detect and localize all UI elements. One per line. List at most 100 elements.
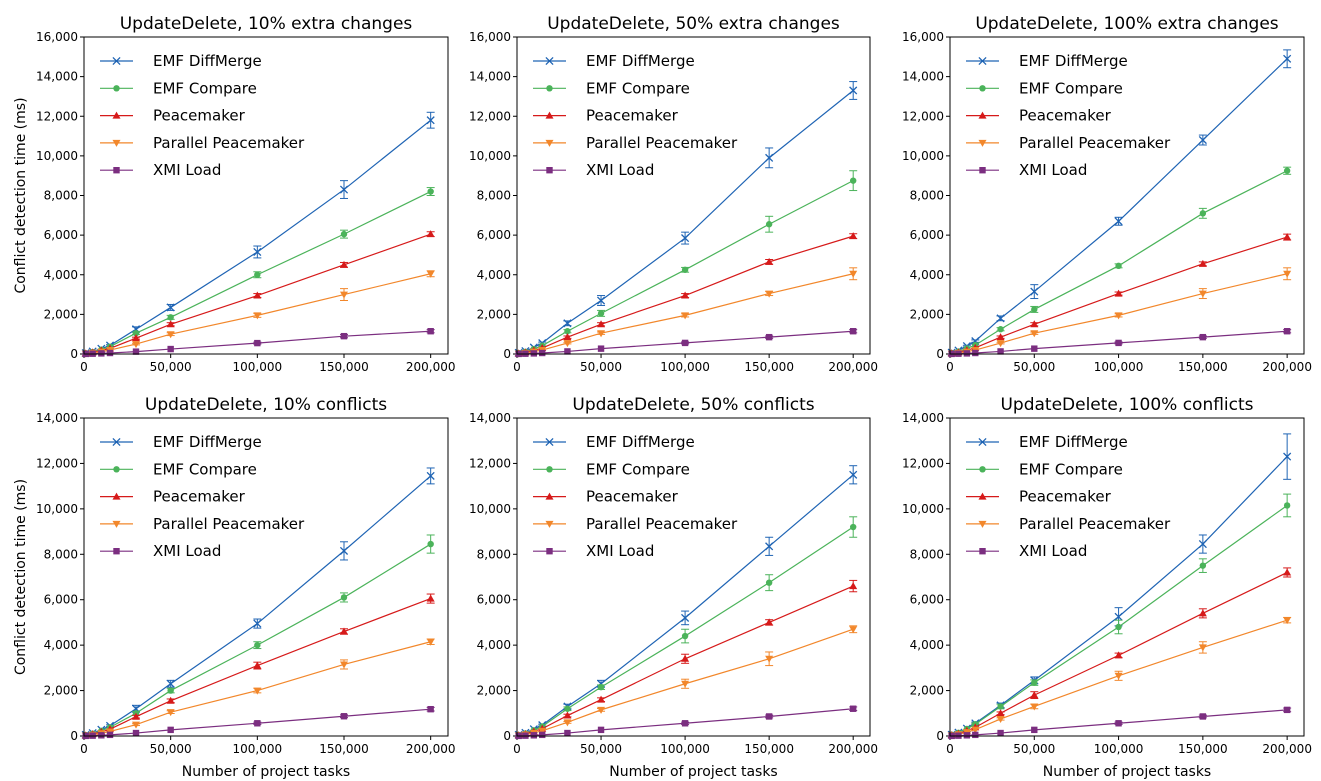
data-point: [1198, 135, 1207, 145]
x-tick-label: 100,000: [1094, 742, 1144, 756]
x-tick-label: 50,000: [1013, 360, 1055, 374]
data-point: [849, 232, 858, 240]
data-point: [253, 247, 262, 257]
chart-panel-6: UpdateDelete, 100% conflicts 0 2,000 4,000 6…: [902, 395, 1312, 780]
series-peacemaker: [81, 593, 435, 739]
data-point: [340, 661, 348, 669]
data-point: [1031, 345, 1038, 352]
data-point: [253, 312, 262, 320]
data-point: [1031, 679, 1038, 686]
legend-label: Parallel Peacemaker: [1019, 134, 1171, 152]
y-tick-label: 12,000: [902, 456, 944, 470]
x-tick-label: 0: [946, 742, 954, 756]
data-point: [681, 312, 690, 320]
data-point: [681, 680, 690, 688]
legend-marker: [978, 492, 987, 500]
legend-label: XMI Load: [586, 161, 654, 179]
legend-marker: [113, 548, 120, 555]
data-point: [340, 291, 348, 299]
data-point: [597, 310, 605, 317]
data-point: [849, 705, 857, 712]
y-tick-label: 0: [503, 347, 511, 361]
data-point: [597, 706, 606, 714]
y-tick-label: 6,000: [910, 593, 944, 607]
y-tick-label: 10,000: [902, 502, 944, 516]
data-point: [132, 341, 140, 349]
plot-frame: [949, 417, 1305, 737]
plot-frame: [516, 36, 871, 355]
y-tick-label: 14,000: [902, 70, 944, 84]
x-tick-label: 150,000: [319, 742, 369, 756]
data-point: [426, 230, 435, 238]
y-tick-label: 2,000: [477, 307, 511, 321]
chart-panel-4: UpdateDelete, 10% conflicts 0 2,000 4,000 6,…: [13, 395, 455, 780]
data-point: [996, 709, 1005, 717]
data-point: [681, 632, 689, 640]
data-point: [530, 350, 538, 357]
y-tick-label: 0: [503, 729, 511, 743]
y-axis-label: Conflict detection time (ms): [13, 97, 29, 293]
legend-marker: [978, 520, 987, 528]
y-tick-label: 4,000: [44, 638, 78, 652]
y-tick-label: 6,000: [44, 228, 78, 242]
data-point: [765, 579, 773, 586]
data-point: [1283, 617, 1292, 625]
data-point: [563, 711, 572, 719]
legend-marker: [546, 548, 553, 555]
data-point: [167, 314, 174, 321]
data-point: [530, 732, 538, 739]
y-tick-label: 12,000: [36, 456, 78, 470]
data-point: [681, 613, 690, 622]
data-point: [564, 729, 571, 737]
data-point: [996, 340, 1005, 348]
y-tick-label: 8,000: [910, 547, 944, 561]
y-tick-label: 2,000: [44, 684, 78, 698]
chart-title: UpdateDelete, 10% extra changes: [120, 14, 413, 34]
data-point: [564, 348, 571, 355]
data-point: [1283, 502, 1291, 509]
data-point: [1030, 287, 1039, 296]
legend-label: Peacemaker: [153, 488, 246, 506]
data-point: [132, 348, 140, 355]
legend-marker: [545, 437, 554, 447]
x-axis-label: Number of project tasks: [182, 764, 350, 780]
y-tick-label: 6,000: [910, 228, 944, 242]
data-point: [340, 627, 348, 635]
data-point: [597, 683, 605, 691]
legend-marker: [546, 85, 553, 92]
data-point: [997, 348, 1004, 355]
x-tick-label: 50,000: [580, 742, 622, 756]
data-point: [971, 726, 980, 734]
data-point: [1283, 328, 1291, 335]
data-point: [167, 345, 174, 353]
data-point: [166, 679, 175, 688]
legend: EMF DiffMerge EMF Compare Peacemaker Parall…: [966, 433, 1171, 560]
legend-label: EMF Compare: [586, 79, 690, 97]
legend-marker: [545, 520, 554, 528]
data-point: [98, 350, 105, 357]
data-point: [1114, 672, 1123, 680]
data-point: [597, 695, 606, 703]
x-tick-label: 200,000: [1262, 742, 1312, 756]
series-line: [951, 170, 1288, 354]
y-tick-label: 4,000: [477, 268, 511, 282]
data-point: [340, 260, 348, 268]
x-tick-label: 200,000: [828, 742, 878, 756]
data-point: [681, 339, 689, 347]
y-tick-label: 8,000: [910, 189, 944, 203]
data-point: [427, 188, 434, 195]
data-point: [996, 333, 1005, 341]
data-point: [597, 320, 606, 328]
legend: EMF DiffMerge EMF Compare Peacemaker Parall…: [100, 52, 305, 179]
plot-frame: [83, 36, 449, 355]
x-tick-label: 0: [80, 742, 88, 756]
series-emf-diffmerge: [947, 433, 1292, 739]
y-tick-label: 14,000: [469, 70, 511, 84]
legend-label: Parallel Peacemaker: [586, 515, 738, 533]
data-point: [681, 266, 689, 273]
y-tick-label: 16,000: [36, 30, 78, 44]
y-tick-label: 2,000: [910, 307, 944, 321]
data-point: [849, 626, 858, 634]
data-point: [426, 594, 435, 602]
chart-title: UpdateDelete, 100% conflicts: [1000, 395, 1253, 415]
